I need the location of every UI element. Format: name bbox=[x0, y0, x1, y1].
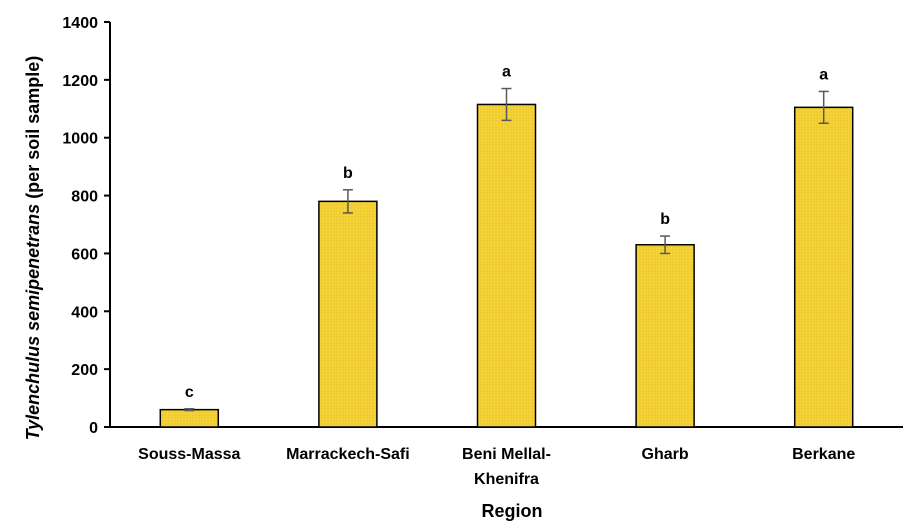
x-axis-title: Region bbox=[482, 501, 543, 521]
y-tick-label: 600 bbox=[71, 246, 98, 263]
y-tick-label: 1200 bbox=[62, 73, 98, 90]
x-tick-label: Beni Mellal- bbox=[462, 446, 551, 463]
bar bbox=[318, 200, 378, 428]
significance-label: b bbox=[343, 165, 353, 182]
bar bbox=[635, 244, 695, 428]
significance-label: c bbox=[185, 384, 194, 401]
y-axis-title: Tylenchulus semipenetrans (per soil samp… bbox=[23, 56, 43, 440]
significance-label: a bbox=[502, 64, 511, 81]
bar bbox=[159, 408, 220, 428]
bar bbox=[476, 103, 537, 428]
y-tick-label: 200 bbox=[71, 362, 98, 379]
y-axis-title-unit: (per soil sample) bbox=[23, 56, 43, 204]
x-tick-label: Gharb bbox=[642, 446, 689, 463]
significance-label: b bbox=[660, 211, 670, 228]
y-tick-label: 1000 bbox=[62, 131, 98, 148]
significance-label: a bbox=[819, 66, 828, 83]
y-tick-label: 1400 bbox=[62, 15, 98, 32]
x-tick-label: Khenifra bbox=[474, 471, 539, 488]
x-tick-label: Marrackech-Safi bbox=[286, 446, 410, 463]
y-tick-label: 400 bbox=[71, 304, 98, 321]
x-tick-label: Souss-Massa bbox=[138, 446, 240, 463]
y-tick-label: 800 bbox=[71, 189, 98, 206]
y-axis-title-italic: Tylenchulus semipenetrans bbox=[23, 204, 43, 440]
svg-text:Tylenchulus semipenetrans (per: Tylenchulus semipenetrans (per soil samp… bbox=[23, 56, 43, 440]
bar bbox=[793, 106, 854, 428]
x-tick-label: Berkane bbox=[792, 446, 855, 463]
y-tick-label: 0 bbox=[89, 420, 98, 437]
plot-area: 0 200 400 600 800 1000 1200 1400 c Souss-Massa b Ma… bbox=[62, 15, 903, 488]
